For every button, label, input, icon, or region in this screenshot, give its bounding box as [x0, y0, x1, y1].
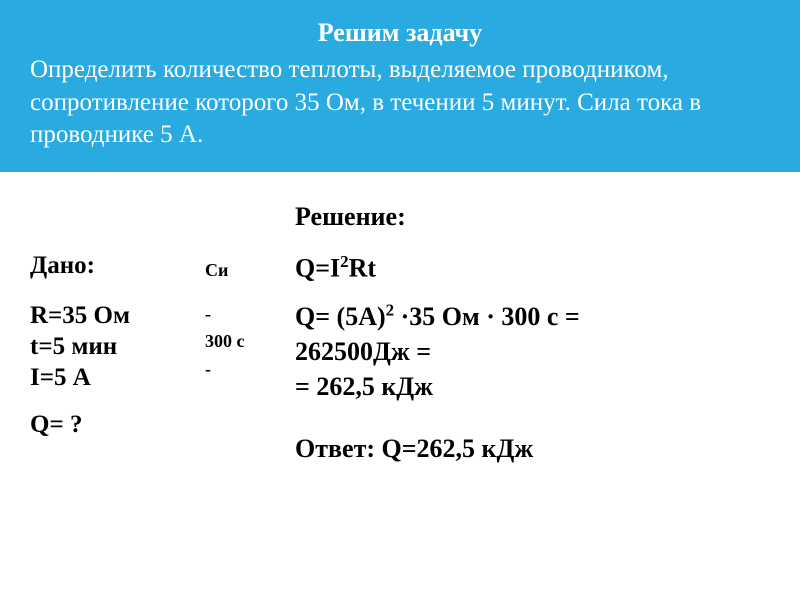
calc-line-3: = 262,5 кДж	[295, 369, 770, 404]
calc-line-2: 262500Дж =	[295, 334, 770, 369]
header-title: Решим задачу	[30, 18, 770, 48]
header-problem-text: Определить количество теплоты, выделяемо…	[30, 54, 770, 152]
formula-suffix: Rt	[349, 253, 376, 282]
si-line: -	[205, 356, 285, 384]
si-label: Си	[205, 260, 285, 281]
solution-column: Решение: Q=I2Rt Q= (5А)2 ·35 Ом · 300 с …	[295, 202, 770, 465]
given-line: R=35 Ом	[30, 300, 195, 331]
solution-label: Решение:	[295, 202, 770, 232]
formula-exponent: 2	[340, 252, 348, 271]
given-question: Q= ?	[30, 411, 195, 439]
given-line: t=5 мин	[30, 331, 195, 362]
calc-prefix: Q= (5А)	[295, 302, 386, 331]
formula-prefix: Q=I	[295, 253, 340, 282]
slide-content: Дано: R=35 Ом t=5 мин I=5 А Q= ? Си - 30…	[0, 172, 800, 465]
answer: Ответ: Q=262,5 кДж	[295, 434, 770, 464]
calc-line-1: Q= (5А)2 ·35 Ом · 300 с =	[295, 299, 770, 334]
calc-mid: ·35 Ом · 300 с =	[394, 302, 580, 331]
si-column: Си - 300 с -	[205, 202, 285, 465]
formula: Q=I2Rt	[295, 252, 770, 284]
si-line: 300 с	[205, 328, 285, 356]
given-label: Дано:	[30, 252, 195, 280]
calc-exponent: 2	[386, 301, 394, 320]
given-column: Дано: R=35 Ом t=5 мин I=5 А Q= ?	[30, 202, 195, 465]
given-line: I=5 А	[30, 362, 195, 393]
si-line: -	[205, 301, 285, 329]
slide-header: Решим задачу Определить количество тепло…	[0, 0, 800, 172]
